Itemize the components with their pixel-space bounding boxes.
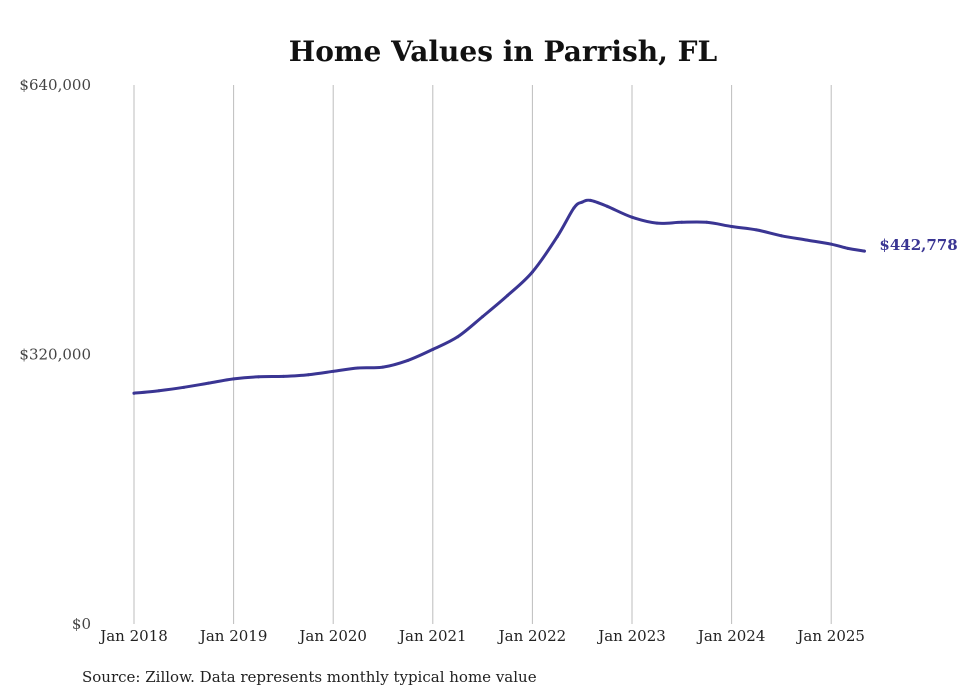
x-tick-label: Jan 2025	[795, 627, 865, 645]
data-point	[829, 242, 833, 246]
data-point	[406, 358, 410, 362]
data-point	[730, 224, 734, 228]
series-line	[132, 198, 866, 395]
data-point	[589, 198, 592, 202]
end-value-label: $442,778	[879, 236, 957, 254]
data-point	[281, 374, 285, 378]
data-point	[331, 369, 335, 373]
data-point	[530, 270, 534, 274]
data-point	[506, 294, 509, 298]
data-point	[572, 206, 576, 210]
data-point	[580, 200, 584, 204]
data-point	[755, 228, 758, 232]
data-point	[431, 347, 435, 351]
y-tick-label: $640,000	[19, 76, 91, 94]
data-point	[481, 315, 485, 319]
data-point	[157, 389, 161, 393]
data-point	[207, 381, 211, 385]
x-tick-label: Jan 2023	[596, 627, 666, 645]
data-point	[356, 366, 360, 370]
data-point	[630, 215, 634, 219]
data-point	[306, 373, 310, 377]
chart-title: Home Values in Parrish, FL	[289, 35, 718, 68]
grid-layer	[133, 85, 832, 624]
data-point	[804, 238, 808, 242]
data-point	[680, 220, 684, 224]
data-point	[862, 249, 866, 253]
y-axis: $0 $320,000 $640,000	[19, 76, 91, 633]
data-point	[605, 204, 609, 208]
data-point	[456, 335, 460, 339]
y-tick-label: $320,000	[19, 346, 91, 364]
x-tick-label: Jan 2022	[497, 627, 567, 645]
data-point	[655, 221, 659, 225]
x-tick-label: Jan 2019	[198, 627, 268, 645]
data-point	[182, 385, 186, 389]
data-point	[705, 220, 709, 224]
x-tick-label: Jan 2018	[98, 627, 168, 645]
data-point	[257, 375, 260, 379]
x-tick-label: Jan 2021	[397, 627, 467, 645]
data-point	[779, 234, 783, 238]
data-point	[232, 377, 236, 381]
data-point	[555, 235, 559, 239]
x-tick-label: Jan 2024	[696, 627, 766, 645]
data-points	[132, 198, 866, 395]
data-point	[132, 391, 136, 395]
source-note: Source: Zillow. Data represents monthly …	[82, 668, 537, 686]
x-tick-label: Jan 2020	[297, 627, 367, 645]
x-axis: Jan 2018 Jan 2019 Jan 2020 Jan 2021 Jan 2022…	[98, 627, 865, 645]
data-point	[846, 246, 850, 250]
data-point	[381, 365, 385, 369]
y-tick-label: $0	[72, 615, 91, 633]
